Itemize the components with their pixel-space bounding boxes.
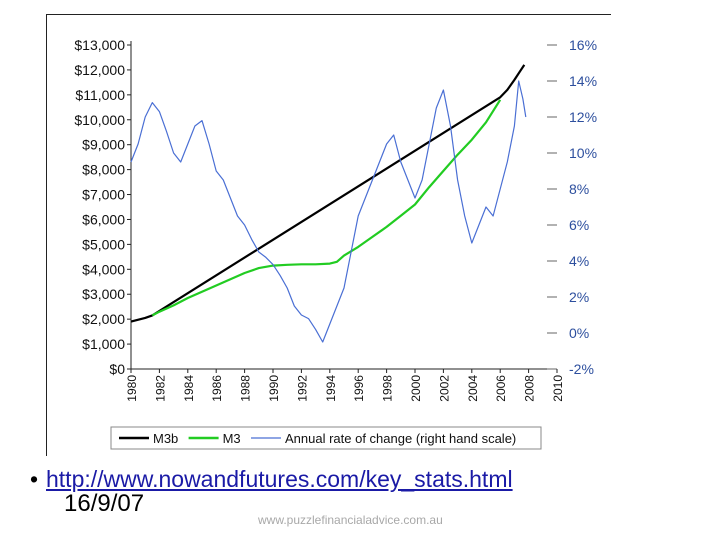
x-tick-label: 2004 xyxy=(466,375,480,402)
y-left-tick-label: $4,000 xyxy=(82,261,125,277)
y-right-tick-label: 4% xyxy=(569,253,589,269)
x-tick-label: 1984 xyxy=(182,375,196,402)
x-tick-label: 2002 xyxy=(437,375,451,402)
x-tick-label: 2006 xyxy=(494,375,508,402)
legend-label: M3b xyxy=(153,431,178,446)
source-date: 16/9/07 xyxy=(64,490,144,518)
x-tick-label: 1986 xyxy=(210,375,224,402)
x-tick-label: 1998 xyxy=(381,375,395,402)
y-left-tick-label: $9,000 xyxy=(82,137,125,153)
y-left-tick-label: $10,000 xyxy=(74,112,125,128)
legend-label: Annual rate of change (right hand scale) xyxy=(285,431,516,446)
source-link[interactable]: http://www.nowandfutures.com/key_stats.h… xyxy=(46,466,513,492)
series-line xyxy=(131,65,524,322)
y-left-tick-label: $11,000 xyxy=(75,87,125,103)
x-tick-label: 1988 xyxy=(239,375,253,402)
x-tick-label: 2008 xyxy=(523,375,537,402)
y-left-tick-label: $12,000 xyxy=(74,62,125,78)
y-left-tick-label: $2,000 xyxy=(82,311,125,327)
chart: $0 $1,000 $2,000 $3,000 $4,000 $5,000 $6,000 $7… xyxy=(47,15,611,456)
y-right-tick-label: 0% xyxy=(569,325,589,341)
y-left-tick-label: $13,000 xyxy=(74,37,125,53)
y-left-tick-label: $7,000 xyxy=(82,187,125,203)
x-tick-label: 1994 xyxy=(324,375,338,402)
y-right-tick-label: 10% xyxy=(569,145,597,161)
x-tick-label: 2000 xyxy=(409,375,423,402)
chart-frame: $0 $1,000 $2,000 $3,000 $4,000 $5,000 $6,000 $7… xyxy=(46,14,611,456)
x-tick-label: 1982 xyxy=(153,375,167,402)
y-left-tick-label: $0 xyxy=(109,361,125,377)
y-left-tick-label: $6,000 xyxy=(82,211,125,227)
legend-label: M3 xyxy=(223,431,241,446)
source-line: • http://www.nowandfutures.com/key_stats.… xyxy=(30,466,513,493)
y-left-tick-label: $3,000 xyxy=(82,286,125,302)
y-left-tick-label: $8,000 xyxy=(82,162,125,178)
series-line xyxy=(131,81,526,342)
y-left-tick-label: $5,000 xyxy=(82,236,125,252)
y-right-tick-label: 8% xyxy=(569,181,589,197)
watermark: www.puzzlefinancialadvice.com.au xyxy=(258,513,443,527)
y-right-tick-label: 14% xyxy=(569,73,597,89)
y-right-tick-label: 2% xyxy=(569,289,589,305)
x-tick-label: 1980 xyxy=(125,375,139,402)
bullet-icon: • xyxy=(30,466,46,493)
x-tick-label: 2010 xyxy=(551,375,565,402)
x-tick-label: 1990 xyxy=(267,375,281,402)
y-right-tick-label: 6% xyxy=(569,217,589,233)
y-right-tick-label: 16% xyxy=(569,37,597,53)
y-right-tick-label: -2% xyxy=(569,361,594,377)
x-tick-label: 1992 xyxy=(295,375,309,402)
x-tick-label: 1996 xyxy=(352,375,366,402)
y-left-tick-label: $1,000 xyxy=(82,336,125,352)
y-right-tick-label: 12% xyxy=(569,109,597,125)
